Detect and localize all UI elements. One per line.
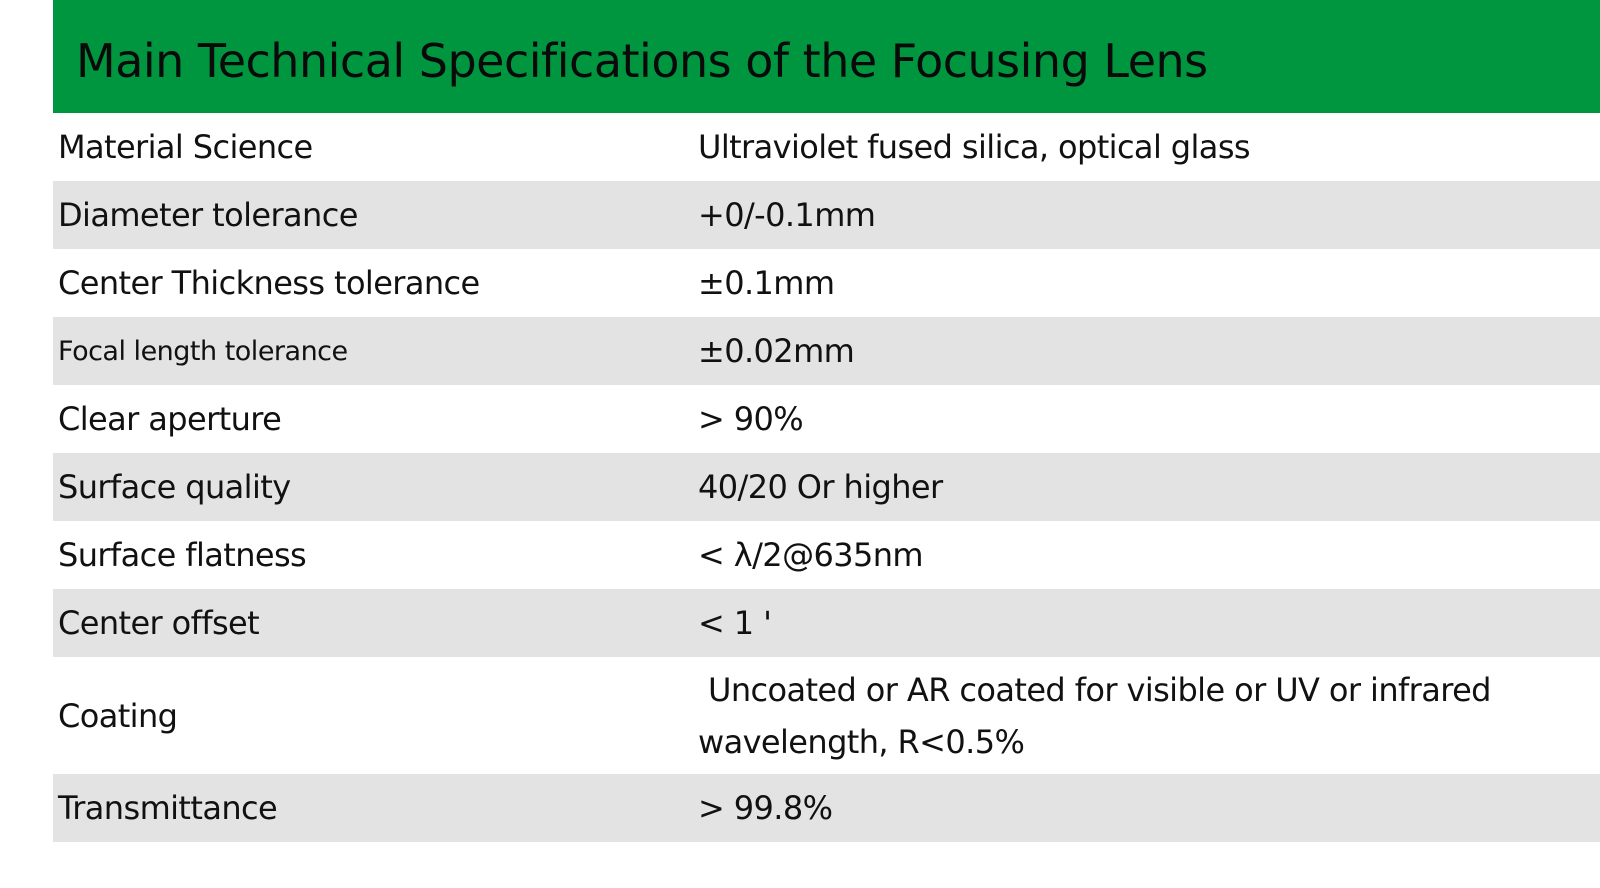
spec-label: Surface flatness [58, 536, 307, 574]
page-title: Main Technical Specifications of the Foc… [76, 34, 1208, 88]
spec-table: Material Science Ultraviolet fused silic… [53, 113, 1600, 842]
spec-label: Coating [58, 696, 178, 735]
spec-row-transmittance: Transmittance > 99.8% [53, 774, 1600, 842]
spec-row-surface-quality: Surface quality 40/20 Or higher [53, 453, 1600, 521]
spec-label: Focal length tolerance [58, 335, 348, 367]
spec-row-clear-aperture: Clear aperture > 90% [53, 385, 1600, 453]
spec-value: ±0.02mm [698, 332, 855, 370]
spec-label: Diameter tolerance [58, 196, 358, 234]
spec-label: Transmittance [58, 789, 278, 827]
title-banner: Main Technical Specifications of the Foc… [53, 0, 1600, 113]
spec-row-center-offset: Center offset < 1 ' [53, 589, 1600, 657]
spec-value: < λ/2@635nm [698, 536, 924, 574]
spec-row-coating: Coating Uncoated or AR coated for visibl… [53, 657, 1600, 774]
spec-row-diameter-tolerance: Diameter tolerance +0/-0.1mm [53, 181, 1600, 249]
spec-value: +0/-0.1mm [698, 196, 876, 234]
spec-label: Surface quality [58, 468, 291, 506]
spec-value: > 99.8% [698, 789, 833, 827]
spec-row-center-thickness-tolerance: Center Thickness tolerance ±0.1mm [53, 249, 1600, 317]
spec-value: < 1 ' [698, 604, 772, 642]
spec-value: 40/20 Or higher [698, 468, 943, 506]
spec-label: Clear aperture [58, 400, 282, 438]
spec-row-material: Material Science Ultraviolet fused silic… [53, 113, 1600, 181]
spec-value: Uncoated or AR coated for visible or UV … [698, 670, 1491, 761]
spec-label: Center Thickness tolerance [58, 264, 480, 302]
spec-row-surface-flatness: Surface flatness < λ/2@635nm [53, 521, 1600, 589]
spec-value: ±0.1mm [698, 264, 835, 302]
spec-value: Ultraviolet fused silica, optical glass [698, 128, 1251, 166]
spec-row-focal-length-tolerance: Focal length tolerance ±0.02mm [53, 317, 1600, 385]
spec-label: Material Science [58, 128, 313, 166]
spec-sheet: Main Technical Specifications of the Foc… [53, 0, 1600, 842]
spec-label: Center offset [58, 604, 260, 642]
spec-value: > 90% [698, 400, 804, 438]
